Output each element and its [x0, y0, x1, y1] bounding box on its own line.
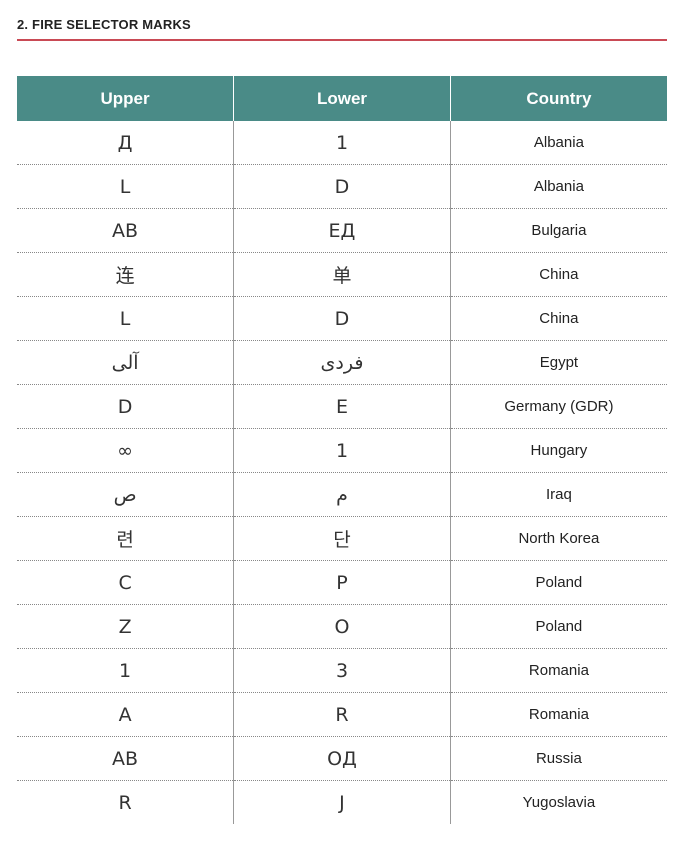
- table-row: L D Albania: [17, 164, 667, 209]
- lower-mark-cell: D: [233, 296, 451, 341]
- upper-mark-cell: C: [17, 560, 234, 605]
- lower-mark-cell: ОД: [233, 736, 451, 781]
- lower-mark-cell: D: [233, 164, 451, 209]
- upper-mark-cell: R: [118, 791, 132, 814]
- upper-mark-cell: 1: [17, 648, 234, 693]
- upper-mark-cell: L: [17, 164, 234, 209]
- lower-mark-cell: م: [233, 472, 451, 517]
- lower-mark-cell: فردی: [233, 340, 451, 385]
- upper-mark-cell: A: [17, 692, 234, 737]
- column-header-lower: Lower: [233, 76, 451, 121]
- table-header-row: Upper Lower Country: [17, 76, 667, 121]
- country-cell: North Korea: [449, 516, 667, 561]
- lower-mark-cell: ЕД: [233, 208, 451, 253]
- upper-mark-cell: 连: [17, 252, 234, 297]
- table-row: A R Romania: [17, 692, 667, 737]
- lower-mark-cell: E: [233, 384, 451, 429]
- lower-mark-cell: 3: [233, 648, 451, 693]
- table-row: R J Yugoslavia: [17, 780, 667, 824]
- lower-mark-cell: J: [233, 780, 451, 824]
- column-header-country: Country: [449, 76, 667, 121]
- lower-mark-cell: 1: [233, 121, 451, 165]
- table-row: 1 3 Romania: [17, 648, 667, 693]
- lower-mark-cell: P: [233, 560, 451, 605]
- table-row: 连单 China: [17, 252, 667, 297]
- country-cell: Albania: [449, 121, 667, 165]
- country-cell: China: [449, 252, 667, 297]
- country-cell: Bulgaria: [449, 208, 667, 253]
- country-cell: Poland: [449, 560, 667, 605]
- column-header-upper: Upper: [17, 76, 234, 121]
- table-row: Z O Poland: [17, 604, 667, 649]
- country-cell: Romania: [449, 692, 667, 737]
- country-cell: Romania: [449, 648, 667, 693]
- upper-mark-cell: ص: [17, 472, 234, 517]
- lower-mark-cell: R: [233, 692, 451, 737]
- table-row: آلی فردی Egypt: [17, 340, 667, 385]
- country-cell: Hungary: [449, 428, 667, 473]
- table-row: L D China: [17, 296, 667, 341]
- table-row: ص م Iraq: [17, 472, 667, 517]
- table-row: C P Poland: [17, 560, 667, 605]
- country-cell: Egypt: [449, 340, 667, 385]
- table-row: ∞ 1 Hungary: [17, 428, 667, 473]
- fire-selector-table: Upper Lower Country Д 1 Albania L D Albania AB…: [17, 76, 667, 824]
- country-cell: Russia: [449, 736, 667, 781]
- country-cell: Germany (GDR): [449, 384, 667, 429]
- table-row: 련 단 North Korea: [17, 516, 667, 561]
- table-row: AB ЕД Bulgaria: [17, 208, 667, 253]
- country-cell: Poland: [449, 604, 667, 649]
- lower-mark-cell: 1: [233, 428, 451, 473]
- country-cell: China: [449, 296, 667, 341]
- upper-mark-cell: ∞: [17, 428, 234, 473]
- table-row: АВ ОД Russia: [17, 736, 667, 781]
- upper-mark-cell: 련: [17, 516, 234, 561]
- country-cell: Iraq: [449, 472, 667, 517]
- table-row: Д 1 Albania: [17, 121, 667, 165]
- table-row: D E Germany (GDR): [17, 384, 667, 429]
- upper-mark-cell: Д: [17, 121, 234, 165]
- lower-mark-cell: 单: [233, 252, 451, 297]
- lower-mark-cell: O: [233, 604, 451, 649]
- lower-mark-cell: 단: [233, 516, 451, 561]
- upper-mark-cell: آلی: [17, 340, 234, 385]
- upper-mark-cell: AB: [17, 208, 234, 253]
- upper-mark-cell: D: [17, 384, 234, 429]
- title-divider: [17, 39, 667, 41]
- upper-mark-cell: L: [17, 296, 234, 341]
- upper-mark-cell: Z: [17, 604, 234, 649]
- country-cell: Albania: [449, 164, 667, 209]
- country-cell: Yugoslavia: [449, 780, 667, 824]
- section-title: 2. FIRE SELECTOR MARKS: [17, 17, 191, 32]
- upper-mark-cell: АВ: [17, 736, 234, 781]
